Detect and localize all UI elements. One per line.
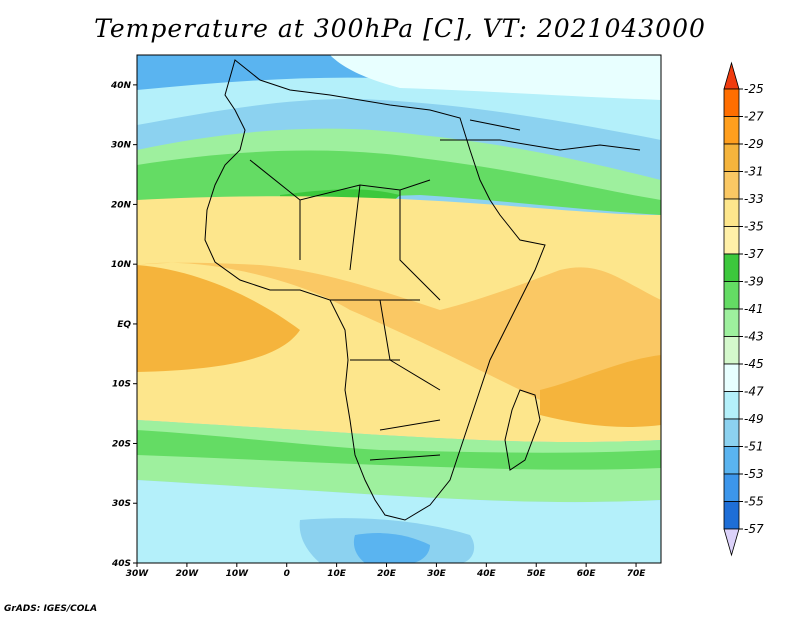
colorbar-swatch	[723, 418, 740, 447]
lat-tick-label: 10N	[111, 260, 132, 270]
colorbar-swatch	[723, 391, 740, 420]
lat-tick-label: 20N	[111, 200, 132, 210]
colorbar-swatch	[723, 253, 740, 282]
lon-tick-label: 10E	[327, 569, 347, 579]
chart-title: Temperature at 300hPa [C], VT: 202104300…	[94, 14, 706, 43]
lat-tick-label: 10S	[112, 380, 131, 390]
colorbar-swatch	[723, 281, 740, 310]
lon-tick-label: 20E	[377, 569, 397, 579]
lon-tick-label: 60E	[577, 569, 597, 579]
colorbar-swatch	[723, 336, 740, 365]
colorbar-swatch	[723, 171, 740, 200]
coastlines	[204, 59, 641, 521]
lat-tick-label: EQ	[117, 320, 131, 330]
colorbar-label: -45	[744, 357, 764, 371]
colorbar-swatch	[723, 446, 740, 475]
lon-tick-label: 30W	[126, 569, 150, 579]
colorbar-label: -43	[744, 330, 764, 344]
longitude-axis: 30W 20W 10W 0 10E 20E 30E 40E 50E 60E 70E	[126, 563, 646, 579]
credit-text: GrADS: IGES/COLA	[4, 604, 98, 614]
colorbar-label: -53	[744, 467, 764, 481]
colorbar-label: -41	[744, 302, 764, 316]
colorbar: -25 -27 -29 -31 -33 -35 -37 -39 -41 -43 -45 -47 -49 -…	[723, 61, 764, 557]
colorbar-label: -51	[744, 440, 764, 454]
lon-tick-label: 40E	[476, 569, 497, 579]
colorbar-label: -39	[744, 275, 764, 289]
colorbar-label: -31	[744, 165, 764, 179]
colorbar-label: -35	[744, 220, 764, 234]
lon-tick-label: 50E	[527, 569, 547, 579]
colorbar-swatch	[723, 363, 740, 392]
colorbar-swatch	[723, 473, 740, 502]
colorbar-label: -37	[744, 247, 764, 261]
colorbar-label: -27	[744, 110, 764, 124]
colorbar-swatch	[723, 88, 740, 117]
colorbar-label: -49	[744, 412, 764, 426]
lat-tick-label: 20S	[112, 439, 131, 449]
temperature-field	[137, 55, 661, 563]
lon-tick-label: 20W	[176, 569, 200, 579]
colorbar-swatch	[723, 308, 740, 337]
colorbar-swatch	[723, 116, 740, 145]
colorbar-label: -57	[744, 522, 764, 536]
colorbar-swatch	[723, 501, 740, 530]
lon-tick-label: 10W	[226, 569, 250, 579]
colorbar-label: -29	[744, 137, 764, 151]
colorbar-swatch	[723, 198, 740, 227]
lat-tick-label: 40N	[110, 81, 132, 91]
lon-tick-label: 30E	[427, 569, 447, 579]
lat-tick-label: 40S	[111, 559, 131, 569]
colorbar-top-arrow	[723, 61, 740, 90]
colorbar-label: -47	[744, 385, 764, 399]
lon-tick-label: 0	[284, 569, 290, 579]
colorbar-swatch	[723, 226, 740, 255]
colorbar-label: -25	[744, 82, 764, 96]
lat-tick-label: 30S	[112, 499, 131, 509]
latitude-axis: 40N 30N 20N 10N EQ 10S 20S 30S 40S	[110, 81, 137, 569]
lat-tick-label: 30N	[111, 141, 132, 151]
colorbar-label: -55	[744, 495, 764, 509]
colorbar-bottom-arrow	[723, 528, 740, 557]
map-frame	[136, 54, 662, 564]
colorbar-swatch	[723, 143, 740, 172]
lon-tick-label: 70E	[627, 569, 647, 579]
colorbar-label: -33	[744, 192, 764, 206]
